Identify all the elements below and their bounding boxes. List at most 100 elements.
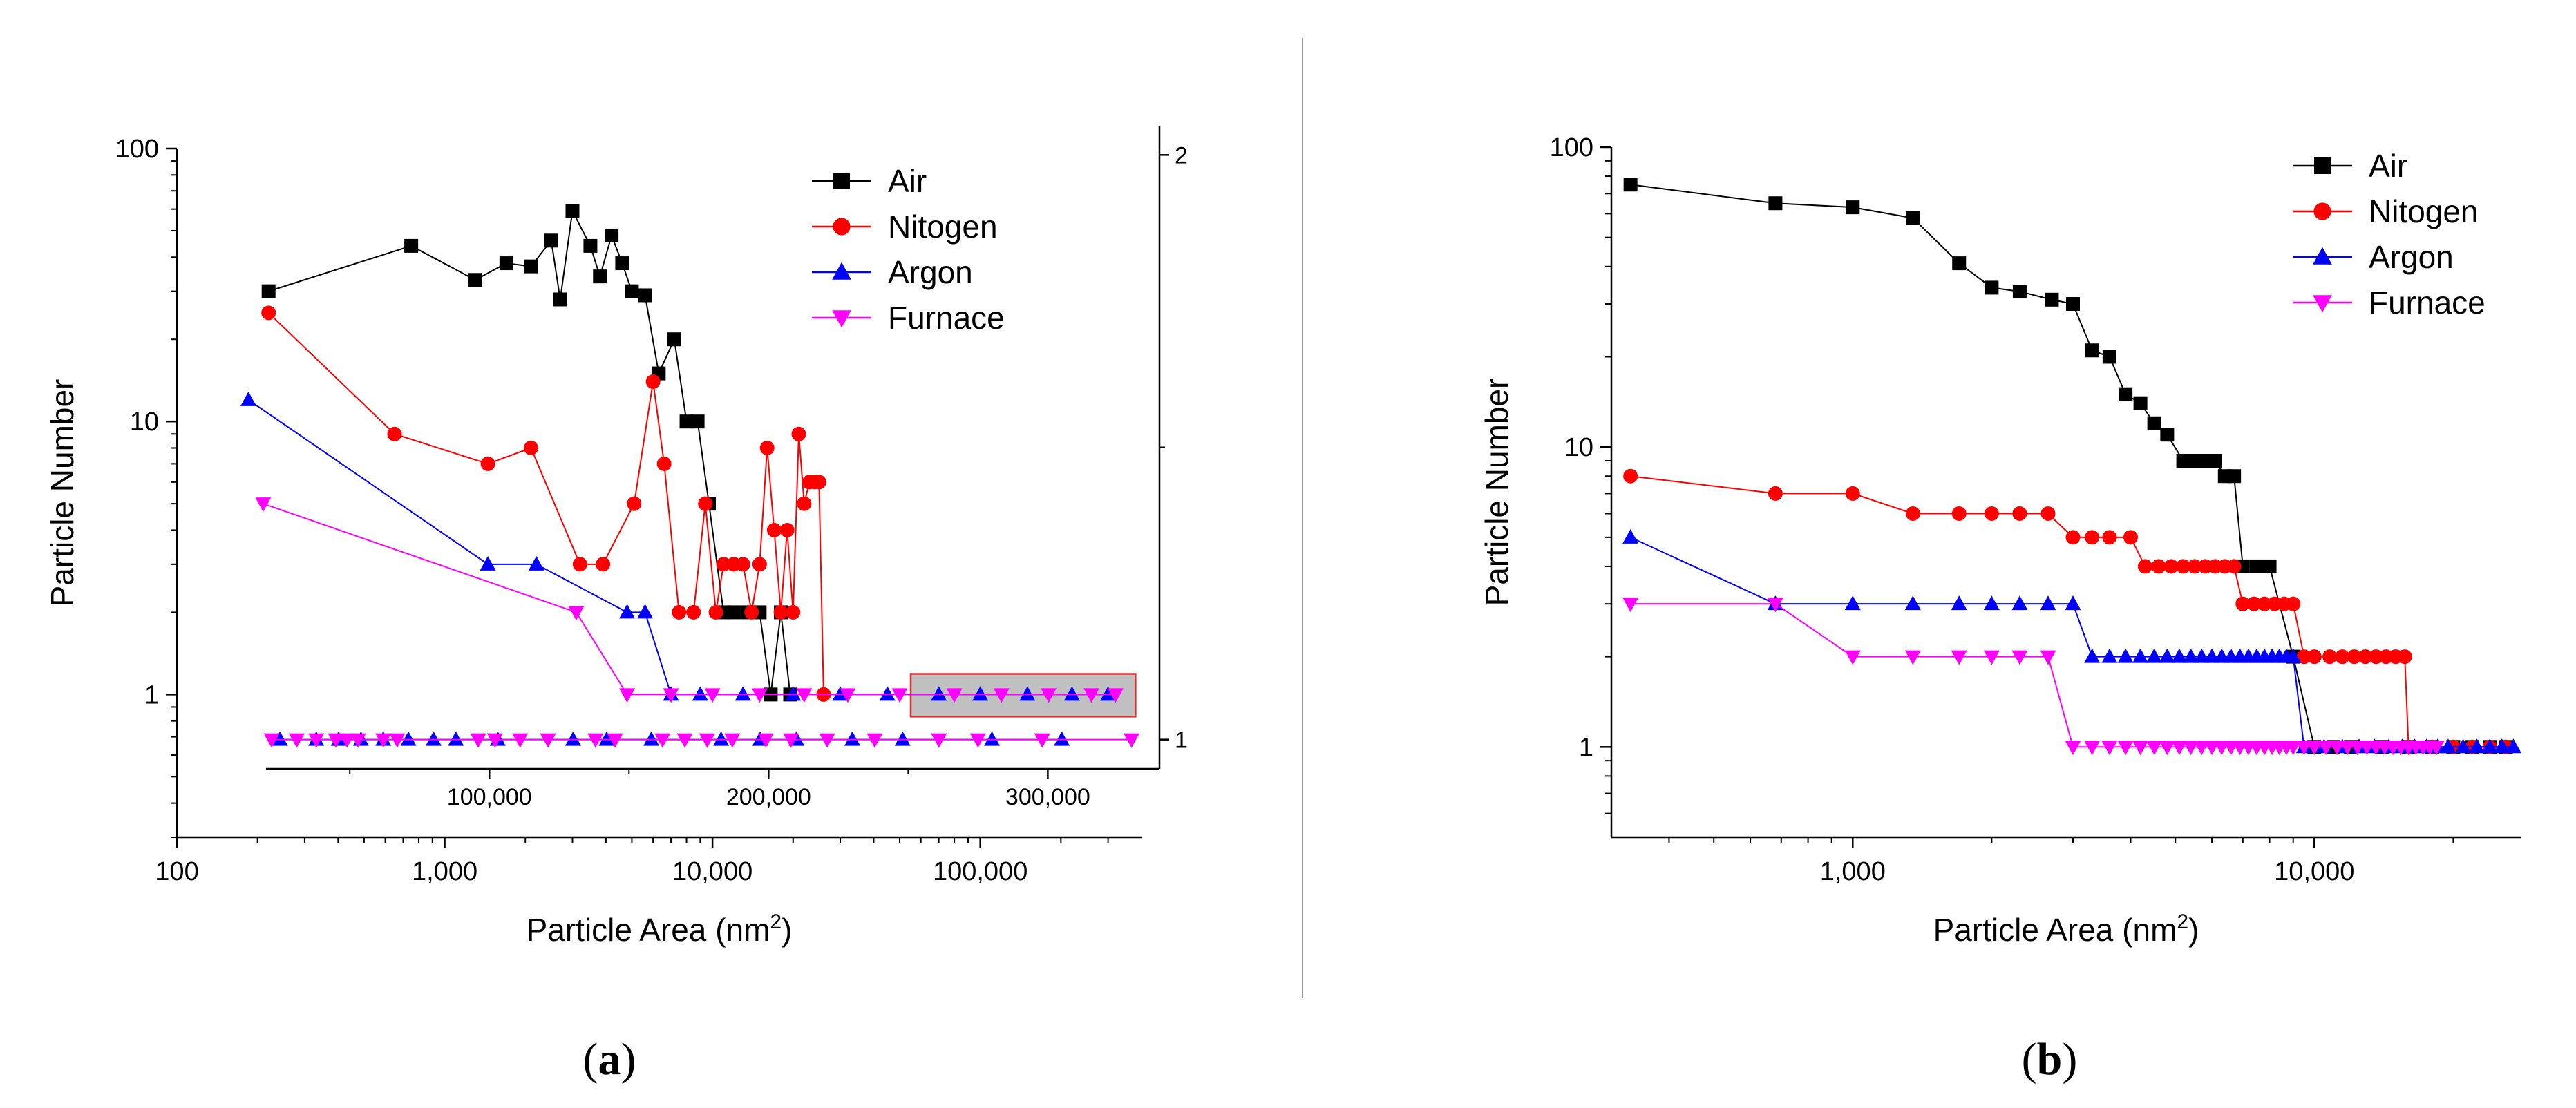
inset-point xyxy=(969,733,986,748)
legend-label: Nitogen xyxy=(2369,193,2479,229)
y-tick-label: 100 xyxy=(1550,133,1593,162)
data-point xyxy=(1019,686,1036,701)
data-point xyxy=(1951,595,1967,611)
legend-item-nitogen: Nitogen xyxy=(2293,193,2479,229)
data-point xyxy=(2159,648,2175,663)
data-point xyxy=(240,391,257,406)
series-line-furnace xyxy=(1630,603,2437,748)
series-furnace xyxy=(1622,598,2445,756)
legend-item-furnace: Furnace xyxy=(2293,285,2485,321)
data-point xyxy=(2176,559,2191,574)
data-point xyxy=(744,604,759,620)
data-point xyxy=(2262,559,2277,573)
data-point xyxy=(2226,559,2242,574)
data-point xyxy=(2012,285,2027,299)
data-point xyxy=(2151,559,2166,574)
data-point xyxy=(946,688,963,703)
data-point xyxy=(2159,741,2175,756)
data-point xyxy=(1906,211,1920,225)
series-line-argon xyxy=(1630,536,2514,748)
data-point xyxy=(2295,741,2312,756)
data-point xyxy=(480,555,496,571)
data-point xyxy=(698,496,713,511)
data-point xyxy=(565,204,580,218)
data-point xyxy=(1623,178,1638,192)
data-point xyxy=(2040,595,2056,611)
data-point xyxy=(690,414,705,429)
data-point xyxy=(2428,741,2445,756)
data-point xyxy=(2193,648,2210,663)
data-point xyxy=(404,238,419,253)
inset-point xyxy=(931,733,947,748)
legend-label: Air xyxy=(2369,148,2407,184)
inset-point xyxy=(819,733,835,748)
series-nitogen xyxy=(1623,468,2514,754)
data-point xyxy=(796,688,813,703)
data-point xyxy=(2335,649,2350,665)
data-point xyxy=(468,273,482,287)
inset-x-tick-label: 200,000 xyxy=(726,784,811,810)
x-tick-label: 100 xyxy=(155,857,198,886)
inset-point xyxy=(512,733,529,748)
data-point xyxy=(752,557,767,572)
data-point xyxy=(2066,297,2081,312)
inset-point xyxy=(894,731,911,746)
data-point xyxy=(797,496,812,511)
data-point xyxy=(785,686,802,701)
inset-point xyxy=(308,733,325,748)
data-point xyxy=(544,233,558,248)
data-point xyxy=(686,604,701,620)
data-point xyxy=(708,604,723,620)
data-point xyxy=(672,604,687,620)
legend-marker xyxy=(2313,295,2332,313)
data-point xyxy=(1767,598,1783,613)
data-point xyxy=(2176,454,2190,468)
data-point xyxy=(1983,650,2000,665)
data-point xyxy=(2011,595,2028,611)
data-point xyxy=(2227,469,2242,484)
data-point xyxy=(656,456,672,471)
data-point xyxy=(1905,506,1920,521)
data-point xyxy=(583,238,598,253)
legend: Air Nitogen Argon Furnace xyxy=(2293,148,2485,321)
data-point xyxy=(1951,506,1967,521)
data-point xyxy=(2045,292,2059,307)
data-point xyxy=(2246,596,2262,611)
panel-caption-b: (b) xyxy=(2022,1034,2078,1085)
data-point xyxy=(704,688,721,703)
x-tick-label: 10,000 xyxy=(672,857,752,886)
data-point xyxy=(791,426,806,441)
data-point xyxy=(2101,648,2118,663)
data-point xyxy=(2084,741,2101,756)
data-point xyxy=(645,374,661,389)
data-point xyxy=(2171,648,2188,663)
inset-point xyxy=(1124,733,1140,748)
inset-point xyxy=(375,733,392,748)
data-point xyxy=(2117,648,2134,663)
data-point xyxy=(766,522,782,537)
x-tick-label: 1,000 xyxy=(1820,857,1886,886)
chart-panel-a: 100 1,000 10,000 100,000 1 10 100 Particle Area… xyxy=(44,126,1188,948)
legend-marker xyxy=(2313,247,2332,265)
legend-label: Argon xyxy=(888,254,973,290)
data-point xyxy=(2285,741,2302,756)
y-tick-label: 10 xyxy=(130,408,159,437)
data-point xyxy=(1083,688,1099,703)
data-point xyxy=(2183,741,2199,756)
data-point xyxy=(773,604,788,620)
data-point xyxy=(2286,596,2301,611)
data-point xyxy=(2235,596,2251,611)
inset-point xyxy=(1054,731,1070,746)
data-point xyxy=(2505,738,2521,754)
y-axis-title: Particle Number xyxy=(1479,379,1515,606)
data-point xyxy=(2132,741,2149,756)
series-argon xyxy=(1622,528,2521,754)
data-point xyxy=(593,269,607,284)
data-point xyxy=(2440,738,2456,754)
legend-marker xyxy=(832,262,851,280)
data-point xyxy=(2146,648,2163,663)
inset-point xyxy=(425,731,442,746)
legend-item-argon: Argon xyxy=(812,254,973,290)
data-point xyxy=(1622,598,1639,613)
data-point xyxy=(2137,559,2152,574)
